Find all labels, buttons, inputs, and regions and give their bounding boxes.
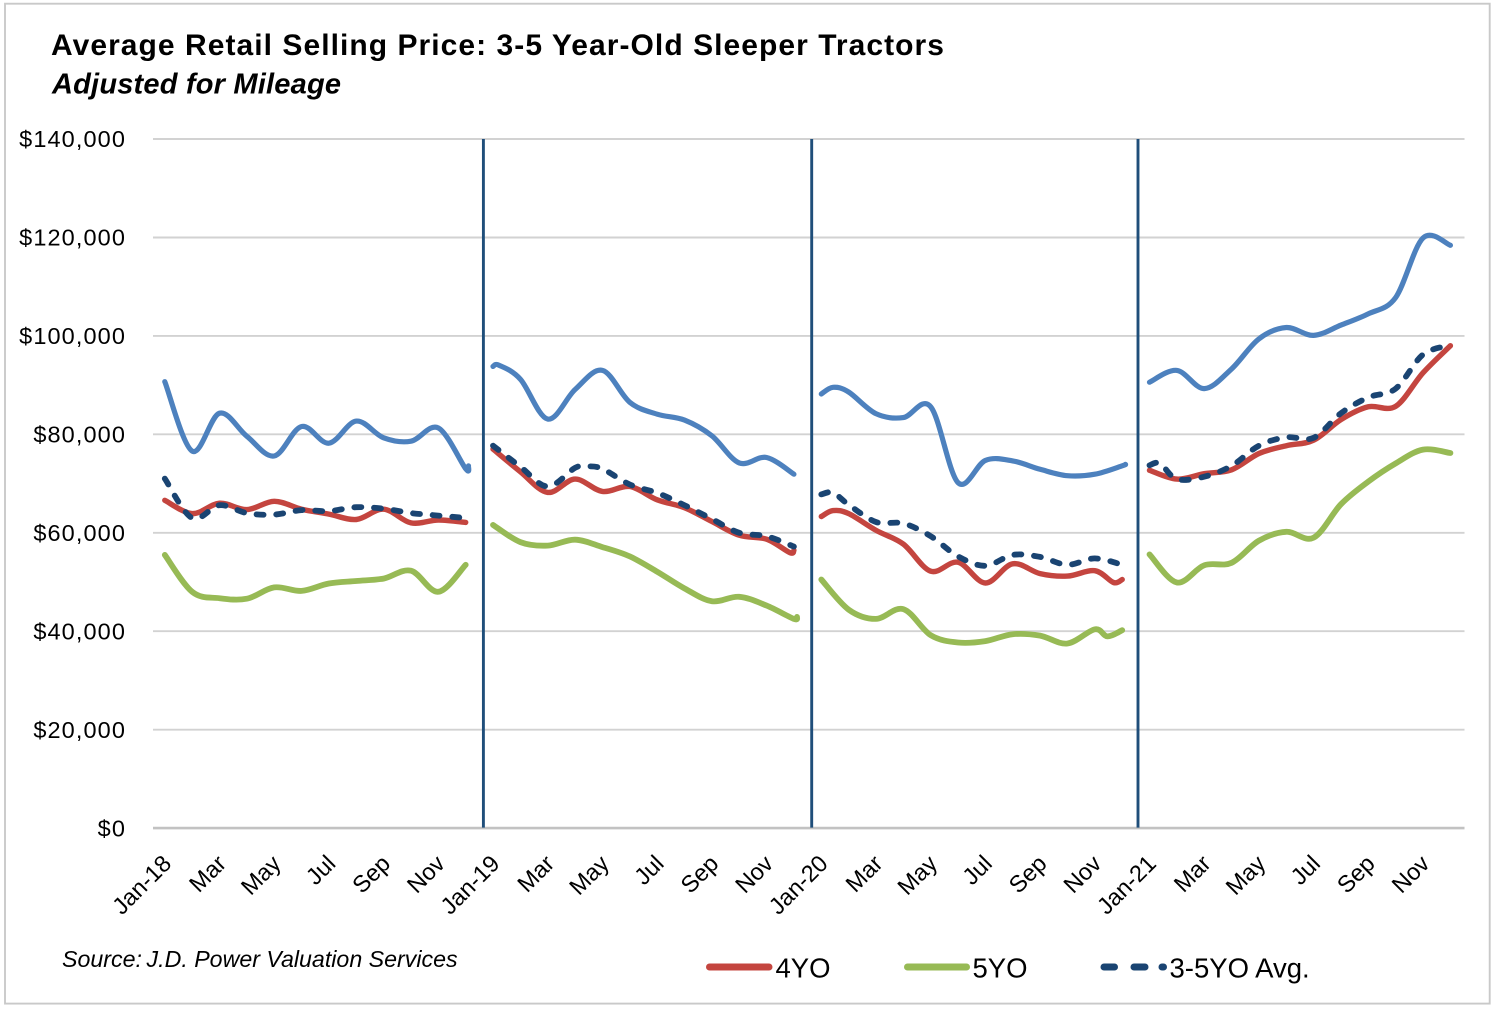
svg-text:$40,000: $40,000: [33, 618, 126, 644]
svg-text:Source: J.D. Power Valuation S: Source: J.D. Power Valuation Services: [62, 946, 458, 972]
svg-text:$20,000: $20,000: [33, 717, 126, 743]
svg-text:Average Retail Selling Price:: Average Retail Selling Price: 3-5 Year-O…: [51, 29, 945, 62]
svg-text:3-5YO Avg.: 3-5YO Avg.: [1170, 953, 1310, 984]
svg-text:$0: $0: [98, 815, 126, 841]
svg-text:4YO: 4YO: [776, 953, 831, 984]
svg-text:Adjusted for Mileage: Adjusted for Mileage: [51, 69, 341, 101]
svg-text:$80,000: $80,000: [33, 422, 126, 448]
svg-text:$100,000: $100,000: [19, 323, 126, 349]
svg-text:$60,000: $60,000: [33, 520, 126, 546]
svg-text:5YO: 5YO: [973, 953, 1028, 984]
svg-text:$120,000: $120,000: [19, 225, 126, 251]
svg-text:$140,000: $140,000: [19, 126, 126, 152]
